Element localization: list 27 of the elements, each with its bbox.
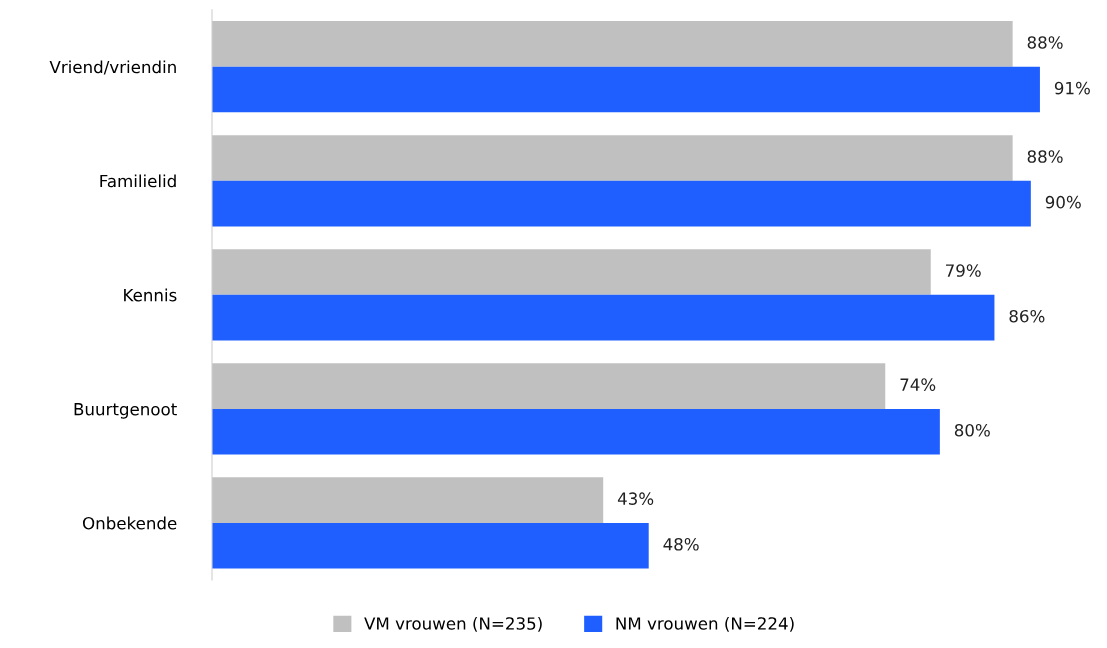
data-label: 48%: [663, 537, 699, 551]
bar: [211, 21, 1013, 67]
y-tick-label: Kennis: [124, 288, 177, 302]
bar: [211, 522, 649, 569]
data-label: 74%: [900, 378, 936, 391]
bar: [211, 66, 1040, 113]
data-label: 79%: [946, 264, 981, 277]
y-tick-label: Onbekende: [82, 516, 177, 530]
bar: [211, 477, 604, 523]
bar: [211, 408, 940, 455]
bar: [211, 249, 931, 295]
bar: [211, 294, 995, 341]
y-tick-label: Buurtgenoot: [74, 403, 177, 419]
data-label: 86%: [1009, 309, 1045, 323]
y-tick-label: Familielid: [100, 174, 176, 188]
legend-label: NM vrouwen (N=224): [616, 616, 794, 632]
data-label: 91%: [1054, 81, 1090, 95]
legend-label: VM vrouwen (N=235): [364, 616, 542, 632]
data-label: 90%: [1045, 195, 1081, 209]
data-label: 88%: [1027, 150, 1063, 163]
bar: [211, 135, 1013, 181]
data-label: 43%: [617, 492, 654, 505]
y-tick-label: Vriend/vriendin: [49, 60, 176, 75]
data-label: 80%: [954, 423, 990, 437]
bar: [211, 180, 1031, 227]
data-label: 88%: [1027, 36, 1063, 49]
bar: [211, 363, 886, 409]
